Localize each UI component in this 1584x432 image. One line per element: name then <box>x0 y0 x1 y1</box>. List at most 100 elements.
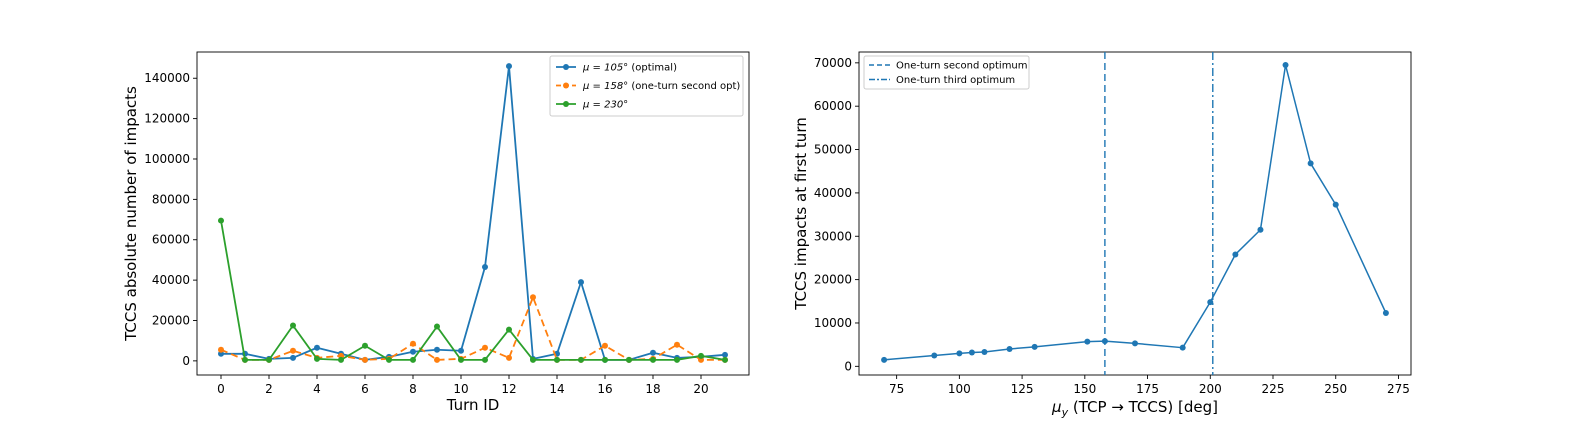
data-point <box>1179 344 1186 351</box>
data-point <box>1031 343 1038 350</box>
x-tick-label: 100 <box>948 382 971 396</box>
data-point <box>290 322 296 329</box>
data-point <box>530 356 536 363</box>
data-point <box>482 344 488 351</box>
legend-marker <box>563 101 569 107</box>
data-point <box>506 326 512 333</box>
x-tick-label: 18 <box>645 382 660 396</box>
data-point <box>881 356 888 363</box>
data-point <box>482 356 488 363</box>
legend-entry: μ = 158° (one-turn second opt) <box>582 81 740 92</box>
y-tick-label: 70000 <box>814 56 852 70</box>
data-point <box>290 347 296 354</box>
x-tick-label: 200 <box>1199 382 1222 396</box>
legend-entry: μ = 230° <box>582 100 628 111</box>
x-tick-label: 6 <box>361 382 369 396</box>
x-tick-label: 4 <box>313 382 321 396</box>
data-point <box>458 347 464 354</box>
data-point <box>650 349 656 356</box>
data-point <box>602 342 608 349</box>
x-tick-label: 125 <box>1011 382 1034 396</box>
chart-left-impacts-per-turn: 0 2 4 6 8 10 12 14 16 18 20 0 20000 40000 60000 80000 10… <box>122 51 750 414</box>
data-point <box>956 350 963 357</box>
series-line <box>220 220 726 361</box>
data-point <box>1282 62 1289 69</box>
data-point <box>314 355 320 362</box>
legend-entry: One-turn second optimum <box>896 61 1028 72</box>
data-point <box>1207 299 1214 306</box>
data-point <box>530 294 536 301</box>
legend-entry: One-turn third optimum <box>896 75 1015 86</box>
data-point <box>674 341 680 348</box>
x-tick-label: 10 <box>453 382 468 396</box>
data-point <box>410 356 416 363</box>
data-point <box>1382 310 1389 317</box>
chart-right-first-turn-impacts: 75 100 125 150 175 200 225 250 275 0 10000 20000 300… <box>792 51 1412 419</box>
y-tick-label: 60000 <box>814 99 852 113</box>
data-point <box>218 346 224 353</box>
data-point <box>722 356 728 363</box>
data-point <box>1084 338 1091 345</box>
plot-frame <box>858 51 1412 376</box>
x-tick-label: 225 <box>1262 382 1285 396</box>
y-tick-label: 10000 <box>814 316 852 330</box>
data-point <box>554 356 560 363</box>
y-tick-label: 0 <box>182 354 190 368</box>
data-point <box>242 356 248 363</box>
x-tick-label: 2 <box>265 382 273 396</box>
y-tick-label: 40000 <box>814 186 852 200</box>
data-point <box>434 323 440 330</box>
x-tick-label: 12 <box>501 382 516 396</box>
x-tick-label: 75 <box>889 382 904 396</box>
x-tick-label: 150 <box>1073 382 1096 396</box>
data-point <box>650 356 656 363</box>
data-point <box>722 351 728 358</box>
data-point <box>1332 201 1339 208</box>
x-tick-label: 16 <box>597 382 612 396</box>
data-point <box>386 356 392 363</box>
y-tick-label: 20000 <box>152 313 190 327</box>
data-point <box>1257 226 1264 233</box>
data-point <box>602 356 608 363</box>
data-point <box>410 348 416 355</box>
data-point <box>931 352 938 359</box>
y-tick-label: 60000 <box>152 233 190 247</box>
plot-frame <box>196 51 750 376</box>
y-axis-label: TCCS absolute number of impacts <box>122 86 140 342</box>
data-point <box>1307 160 1314 167</box>
x-tick-label: 0 <box>217 382 225 396</box>
y-tick-label: 20000 <box>814 273 852 287</box>
legend-entry-main: μ = 105° <box>582 63 628 74</box>
data-point <box>698 352 704 359</box>
legend: One-turn second optimum One-turn third op… <box>863 55 1030 90</box>
data-point <box>578 279 584 286</box>
x-tick-label: 20 <box>693 382 708 396</box>
x-tick-label: 8 <box>409 382 417 396</box>
data-point <box>1006 345 1013 352</box>
data-point <box>1101 338 1108 345</box>
x-tick-label: 250 <box>1324 382 1347 396</box>
data-point <box>362 342 368 349</box>
y-tick-label: 80000 <box>152 192 190 206</box>
data-point <box>458 356 464 363</box>
x-axis-label: Turn ID <box>446 396 500 414</box>
legend-marker <box>563 64 569 70</box>
x-axis-label-rest: (TCP → TCCS) [deg] <box>1068 398 1218 416</box>
legend-box <box>549 55 744 117</box>
legend-entry-note: (one-turn second opt) <box>628 81 740 92</box>
y-tick-label: 140000 <box>144 71 190 85</box>
y-tick-label: 30000 <box>814 229 852 243</box>
data-point <box>434 356 440 363</box>
data-point <box>981 349 988 356</box>
legend-entry: μ = 105° (optimal) <box>582 63 677 74</box>
data-point <box>1132 340 1138 347</box>
data-point <box>578 356 584 363</box>
data-point <box>626 356 632 363</box>
data-point <box>1232 251 1239 258</box>
x-tick-label: 14 <box>549 382 564 396</box>
x-axis-label-mu: μ <box>1051 398 1062 416</box>
legend: μ = 105° (optimal) μ = 158° (one-turn sec… <box>549 55 744 117</box>
data-point <box>362 356 368 363</box>
data-point <box>434 346 440 353</box>
